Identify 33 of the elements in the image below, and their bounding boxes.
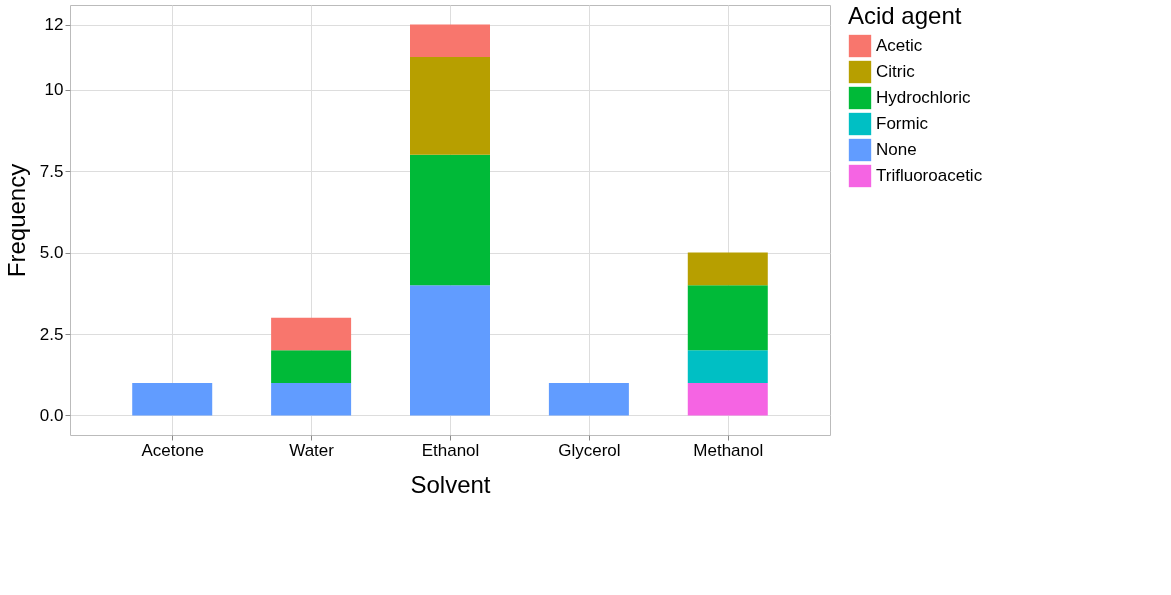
bar bbox=[410, 57, 490, 155]
legend-label: None bbox=[876, 140, 917, 159]
bar bbox=[271, 350, 352, 383]
bar bbox=[410, 24, 490, 58]
bar bbox=[271, 317, 352, 351]
x-axis-title: Solvent bbox=[410, 470, 491, 498]
y-tick-label: 10 bbox=[44, 80, 64, 100]
bar bbox=[548, 382, 629, 416]
y-tick-label: 5.0 bbox=[39, 243, 64, 263]
legend-label: Citric bbox=[876, 62, 916, 81]
bar bbox=[687, 252, 768, 286]
bar bbox=[410, 154, 490, 286]
y-tick-label: 7.5 bbox=[39, 161, 64, 181]
bar bbox=[271, 382, 352, 416]
y-axis-title: Frequency bbox=[2, 163, 30, 278]
y-tick-label: 0.0 bbox=[39, 405, 64, 425]
x-tick-label: Methanol bbox=[693, 440, 764, 460]
legend-label: Formic bbox=[876, 114, 929, 133]
y-tick-label: 12 bbox=[44, 15, 64, 35]
x-tick-label: Water bbox=[289, 440, 335, 460]
bar bbox=[410, 285, 490, 416]
bar bbox=[687, 382, 768, 416]
x-tick-label: Glycerol bbox=[558, 440, 621, 460]
legend-title: Acid agent bbox=[848, 2, 962, 29]
bar bbox=[132, 382, 213, 416]
bar bbox=[687, 350, 768, 383]
y-tick-label: 2.5 bbox=[39, 324, 64, 344]
legend-label: Hydrochloric bbox=[876, 88, 971, 107]
x-tick-label: Acetone bbox=[141, 440, 204, 460]
legend-label: Acetic bbox=[876, 36, 923, 55]
legend-label: Trifluoroacetic bbox=[876, 166, 983, 185]
bar bbox=[687, 285, 768, 351]
x-tick-label: Ethanol bbox=[421, 440, 480, 460]
